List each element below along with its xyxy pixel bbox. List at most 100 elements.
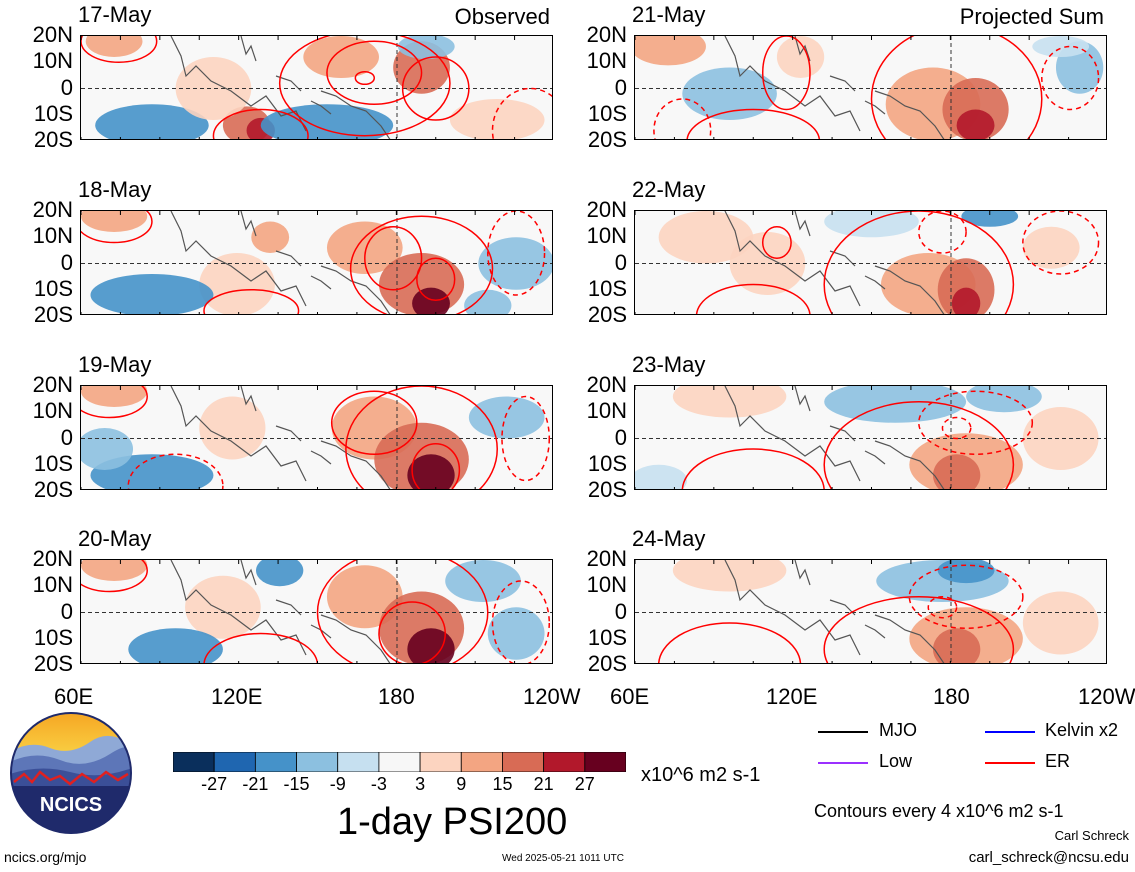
colorbar-tick-6: 3: [415, 774, 426, 794]
field-blob-1: [81, 211, 148, 232]
field-blob-5: [932, 454, 981, 489]
field-blob-1: [672, 560, 787, 592]
legend-label-low: Low: [879, 751, 913, 771]
map-panel-21-may: [634, 35, 1107, 140]
field-blob-9: [487, 607, 545, 660]
lat-tick-20n-p6: 20N: [586, 197, 627, 222]
field-blob-2: [199, 396, 266, 460]
er-contour-4: [681, 448, 825, 489]
site-link[interactable]: ncics.org/mjo: [4, 849, 87, 865]
field-blob-5: [956, 109, 995, 139]
x-tick-60e-right: 60E: [610, 684, 650, 709]
er-contour-2: [908, 564, 1024, 629]
colorbar-swatch-1: [172, 751, 215, 773]
er-contour-1: [345, 386, 498, 489]
field-blob-6: [1022, 591, 1099, 655]
field-blob-6: [90, 274, 214, 314]
colorbar-tick-3: -15: [283, 774, 310, 794]
er-contour-2: [761, 226, 792, 259]
contour-note: Contours every 4 x10^6 m2 s-1: [814, 801, 1064, 821]
lat-tick-10s-p1: 10S: [33, 100, 73, 126]
field-blob-1: [85, 36, 143, 57]
lat-tick-10n-p6: 10N: [586, 223, 627, 249]
field-blob-6: [961, 211, 1019, 227]
lat-tick-10s-p4: 10S: [33, 624, 73, 650]
colorbar-swatch-3: [254, 751, 297, 773]
legend-label-mjo: MJO: [879, 720, 917, 740]
field-blob-8: [1022, 226, 1080, 269]
field-blob-1: [81, 386, 148, 407]
field-blob-6: [682, 67, 777, 120]
er-contour-3: [411, 443, 461, 489]
lat-tick-20n-p8: 20N: [586, 546, 627, 571]
er-contour-2: [330, 390, 418, 455]
er-contour-4: [81, 386, 148, 419]
colorbar-swatch-11: [584, 751, 627, 773]
lat-tick-20s-p4: 20S: [33, 651, 73, 676]
field-blob-2: [776, 36, 825, 78]
lat-tick-10n-p5: 10N: [586, 48, 627, 74]
field-blob-9: [175, 57, 252, 120]
colorbar-swatch-7: [419, 751, 462, 773]
lat-tick-20n-p4: 20N: [32, 546, 73, 571]
panel-date-7: 23-May: [632, 352, 706, 377]
field-blob-5: [932, 628, 981, 663]
map-panel-19-may: [80, 385, 553, 490]
er-contour-1: [316, 560, 489, 663]
lat-tick-10s-p3: 10S: [33, 450, 73, 476]
field-blob-4: [937, 258, 995, 314]
er-contour-3: [81, 560, 148, 593]
er-contour-5: [81, 36, 158, 63]
er-contour-1: [823, 596, 1015, 663]
lat-tick-10s-p5: 10S: [587, 100, 627, 126]
field-blob-3: [326, 221, 403, 274]
colorbar-tick-10: 27: [574, 774, 595, 794]
er-contour-1: [870, 36, 1043, 139]
lat-tick-20s-p7: 20S: [587, 477, 627, 502]
lat-tick-10s-p7: 10S: [587, 450, 627, 476]
lat-tick-20n-p7: 20N: [586, 372, 627, 397]
lat-tick-20s-p3: 20S: [33, 477, 73, 502]
panel-date-6: 22-May: [632, 177, 706, 202]
coastline: [724, 386, 945, 489]
lat-tick-20s-p1: 20S: [33, 127, 73, 152]
colorbar-tick-5: -3: [370, 774, 387, 794]
er-contour-1: [823, 401, 1015, 489]
er-contour-5: [501, 395, 551, 482]
colorbar-units: x10^6 m2 s-1: [641, 764, 761, 786]
er-contour-5: [918, 211, 967, 254]
colorbar-tick-7: 9: [456, 774, 467, 794]
legend-line-er: [985, 762, 1035, 764]
colorbar-swatch-6: [378, 751, 421, 773]
lat-tick-20s-p8: 20S: [587, 651, 627, 676]
panel-date-1: 17-May: [78, 2, 152, 27]
er-contour-4: [657, 622, 802, 663]
map-panel-22-may: [634, 210, 1107, 315]
ncics-logo: NCICS: [10, 712, 132, 834]
lat-tick-20n-p5: 20N: [586, 22, 627, 47]
lat-tick-0-p6: 0: [614, 249, 627, 275]
map-panel-23-may: [634, 385, 1107, 490]
field-blob-1: [658, 211, 754, 264]
x-tick-120w-left: 120W: [523, 684, 581, 709]
lat-tick-0-p8: 0: [614, 598, 627, 624]
legend-line-kelvin: [985, 731, 1035, 733]
x-tick-60e-left: 60E: [54, 684, 94, 709]
field-blob-1: [81, 560, 148, 581]
colorbar-swatch-4: [296, 751, 339, 773]
field-blob-8: [468, 396, 545, 439]
field-blob-6: [95, 104, 209, 139]
colorbar-tick-4: -9: [329, 774, 346, 794]
field-blob-10: [449, 99, 545, 139]
field-blob-7: [635, 464, 688, 489]
lat-tick-20s-p5: 20S: [587, 127, 627, 152]
er-contour-3: [695, 283, 811, 314]
field-blob-5: [951, 287, 981, 314]
colorbar-swatch-10: [543, 751, 586, 773]
lat-tick-20s-p2: 20S: [33, 302, 73, 327]
er-contour-5: [203, 632, 319, 663]
er-contour-3: [927, 596, 958, 619]
lat-tick-0-p2: 0: [60, 249, 73, 275]
coastline: [170, 36, 391, 139]
x-tick-180-right: 180: [933, 684, 970, 709]
